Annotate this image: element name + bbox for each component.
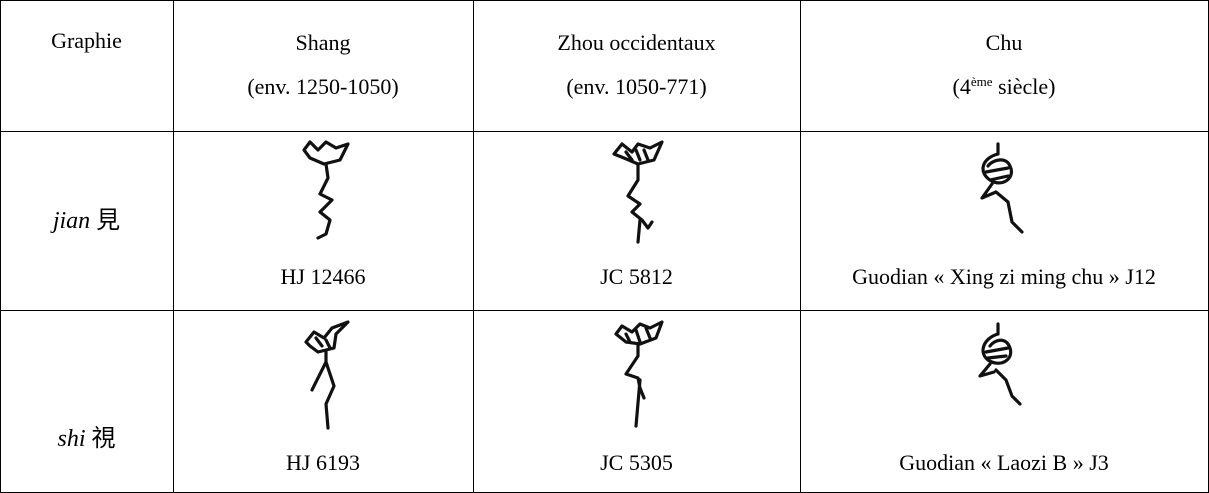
border xyxy=(0,131,1209,132)
border xyxy=(0,310,1209,311)
text: siècle) xyxy=(992,74,1056,99)
text: (4 xyxy=(952,74,971,99)
header-cell: Zhou occidentaux xyxy=(557,30,716,55)
header-cell: (env. 1050-771) xyxy=(566,74,707,99)
border xyxy=(800,0,801,493)
caption: JC 5305 xyxy=(600,450,673,475)
character: 視 xyxy=(91,426,116,452)
caption: Guodian « Laozi B » J3 xyxy=(899,450,1109,475)
row-label: shi 視 xyxy=(0,426,173,452)
character: 見 xyxy=(96,208,121,234)
caption: Guodian « Xing zi ming chu » J12 xyxy=(852,264,1156,289)
glyph xyxy=(980,142,1024,234)
border xyxy=(173,0,174,493)
caption: HJ 12466 xyxy=(280,264,366,289)
row-label: jian 見 xyxy=(0,208,173,234)
header-cell: Chu xyxy=(985,30,1023,55)
glyph xyxy=(304,320,350,430)
border xyxy=(473,0,474,493)
glyph xyxy=(614,320,664,428)
header-cell: (env. 1250-1050) xyxy=(247,74,399,99)
superscript: ème xyxy=(970,74,993,89)
caption: JC 5812 xyxy=(600,264,673,289)
border xyxy=(0,0,1209,1)
header-cell: Graphie xyxy=(51,28,122,53)
border xyxy=(0,0,1,493)
romanization: jian xyxy=(52,208,91,234)
header-cell: (4ème siècle) xyxy=(800,74,1208,100)
glyph xyxy=(978,322,1022,406)
romanization: shi xyxy=(57,426,86,452)
header-cell: Shang xyxy=(295,30,351,55)
glyph xyxy=(612,140,664,244)
caption: HJ 6193 xyxy=(286,450,360,475)
glyph xyxy=(302,140,350,240)
